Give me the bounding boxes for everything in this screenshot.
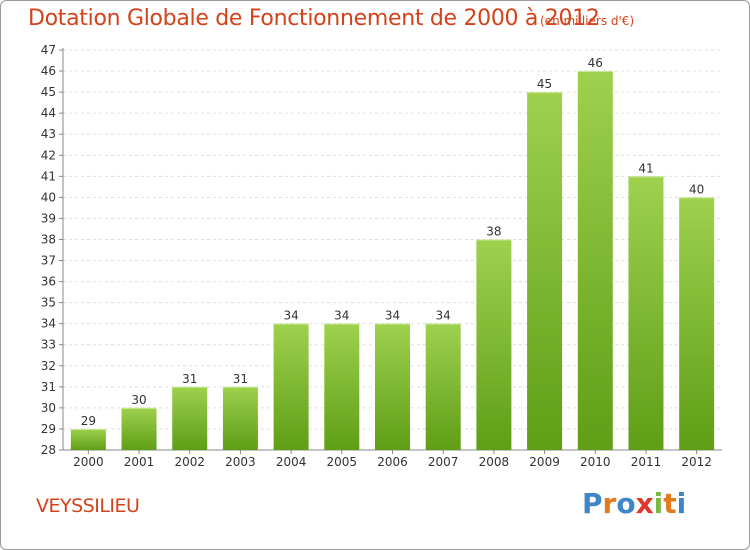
logo-letter: t	[663, 487, 677, 520]
chart-title: Dotation Globale de Fonctionnement de 20…	[28, 6, 600, 31]
y-tick-label: 32	[41, 359, 56, 373]
y-tick-label: 33	[41, 338, 56, 352]
y-tick-label: 45	[41, 85, 56, 99]
y-tick-label: 40	[41, 190, 56, 204]
y-tick-label: 37	[41, 254, 56, 268]
bar	[121, 407, 157, 450]
data-label: 34	[283, 309, 298, 323]
data-label: 34	[436, 309, 451, 323]
data-label: 29	[81, 414, 96, 428]
data-label: 45	[537, 77, 552, 91]
x-tick-label: 2003	[225, 455, 256, 469]
x-tick-label: 2012	[681, 455, 712, 469]
data-label: 34	[334, 309, 349, 323]
bar	[273, 323, 309, 450]
x-tick-label: 2005	[327, 455, 358, 469]
x-tick-label: 2011	[631, 455, 662, 469]
bar	[628, 176, 664, 450]
bar	[527, 92, 563, 451]
y-tick-label: 38	[41, 232, 56, 246]
y-tick-label: 29	[41, 422, 56, 436]
x-tick-label: 2001	[124, 455, 155, 469]
location-name: VEYSSILIEU	[36, 495, 140, 517]
data-label: 31	[182, 372, 197, 386]
x-tick-label: 2008	[479, 455, 510, 469]
data-label: 31	[233, 372, 248, 386]
y-tick-label: 36	[41, 275, 56, 289]
x-tick-label: 2006	[377, 455, 408, 469]
bar	[70, 428, 106, 450]
y-tick-label: 31	[41, 380, 56, 394]
y-tick-label: 34	[41, 317, 56, 331]
x-tick-label: 2000	[73, 455, 104, 469]
y-tick-label: 35	[41, 296, 56, 310]
data-label: 40	[689, 182, 704, 196]
logo-letter: i	[676, 487, 687, 520]
data-label: 30	[131, 393, 146, 407]
logo-letter: o	[616, 487, 636, 520]
x-tick-label: 2004	[276, 455, 307, 469]
y-tick-label: 44	[41, 106, 56, 120]
chart-unit: (en milliers d'€)	[540, 14, 635, 28]
data-label: 34	[385, 309, 400, 323]
data-label: 41	[638, 161, 653, 175]
bars	[70, 71, 715, 451]
x-tick-label: 2010	[580, 455, 611, 469]
y-tick-label: 28	[41, 443, 56, 457]
x-tick-label: 2002	[174, 455, 205, 469]
bar	[577, 71, 613, 450]
data-label: 38	[486, 224, 501, 238]
bar	[375, 323, 410, 450]
data-label: 46	[588, 56, 603, 70]
x-tick-label: 2007	[428, 455, 459, 469]
x-tick-label: 2009	[529, 455, 560, 469]
y-tick-label: 46	[41, 64, 56, 78]
y-tick-label: 47	[41, 43, 56, 57]
proxiti-logo: Proxiti	[582, 487, 686, 520]
logo-letter: i	[653, 487, 664, 520]
y-tick-label: 43	[41, 127, 56, 141]
y-tick-label: 41	[41, 169, 56, 183]
bar	[679, 197, 715, 450]
y-tick-label: 30	[41, 401, 56, 415]
logo-letter: r	[602, 487, 617, 520]
logo-letter: P	[582, 487, 603, 520]
data-labels: 29 30 31 31 34 34 34 34 38 45 46 41 40	[81, 56, 705, 428]
logo-letter: x	[635, 487, 654, 520]
bar	[222, 386, 258, 450]
y-tick-label: 42	[41, 148, 56, 162]
bar	[172, 386, 208, 450]
bar	[425, 323, 461, 450]
bar	[476, 239, 512, 450]
y-tick-label: 39	[41, 211, 56, 225]
bar	[324, 323, 360, 450]
